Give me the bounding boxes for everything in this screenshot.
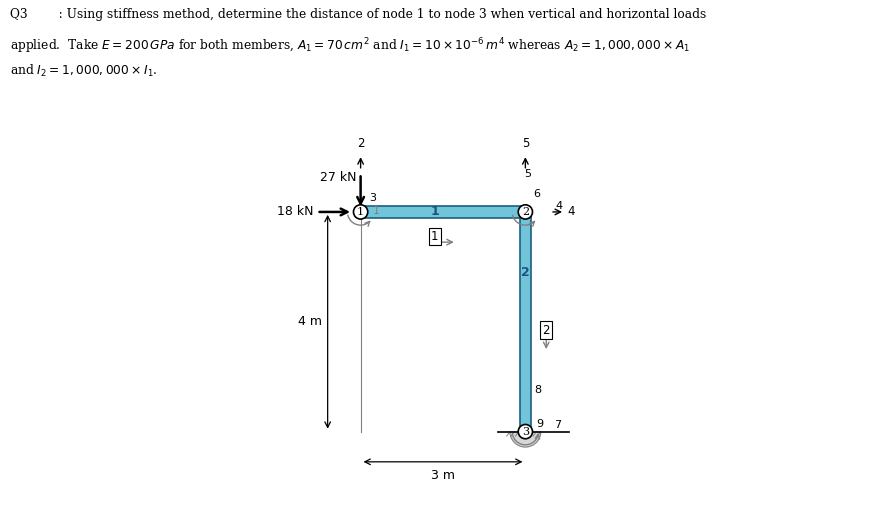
Text: 4: 4 [556, 201, 563, 211]
Text: 5: 5 [525, 169, 532, 179]
Text: 3: 3 [369, 193, 376, 203]
Text: 1: 1 [430, 206, 439, 218]
Bar [522, 432, 528, 435]
Text: 5: 5 [522, 137, 529, 151]
Text: 6: 6 [534, 189, 541, 199]
Text: 3: 3 [522, 427, 528, 436]
Text: 1: 1 [373, 206, 380, 216]
Polygon shape [510, 432, 541, 447]
Text: and $I_2 = 1,000,000 \times I_1$.: and $I_2 = 1,000,000 \times I_1$. [10, 63, 158, 79]
Text: 8: 8 [534, 386, 542, 395]
Circle shape [354, 205, 367, 219]
Text: Q3        : Using stiffness method, determine the distance of node 1 to node 3 w: Q3 : Using stiffness method, determine t… [10, 8, 707, 21]
Text: 4 m: 4 m [298, 315, 322, 328]
Text: 27 kN: 27 kN [319, 171, 356, 185]
Text: 2: 2 [542, 323, 550, 337]
Text: applied.  Take $E = 200\,GPa$ for both members, $A_1 = 70\,cm^2$ and $I_1 = 10 \: applied. Take $E = 200\,GPa$ for both me… [10, 36, 690, 56]
Text: 1: 1 [357, 207, 364, 217]
Bar [520, 212, 531, 432]
Text: 7: 7 [554, 420, 561, 430]
Text: 3 m: 3 m [431, 469, 455, 482]
Text: 18 kN: 18 kN [277, 206, 314, 218]
Text: 1: 1 [431, 230, 438, 243]
Text: 9: 9 [536, 419, 543, 430]
Text: 2: 2 [522, 207, 528, 217]
Text: 4: 4 [567, 206, 575, 218]
Bar [360, 206, 527, 218]
Text: 2: 2 [521, 266, 529, 279]
Text: 2: 2 [357, 137, 364, 151]
Circle shape [518, 205, 533, 219]
Circle shape [518, 425, 533, 439]
